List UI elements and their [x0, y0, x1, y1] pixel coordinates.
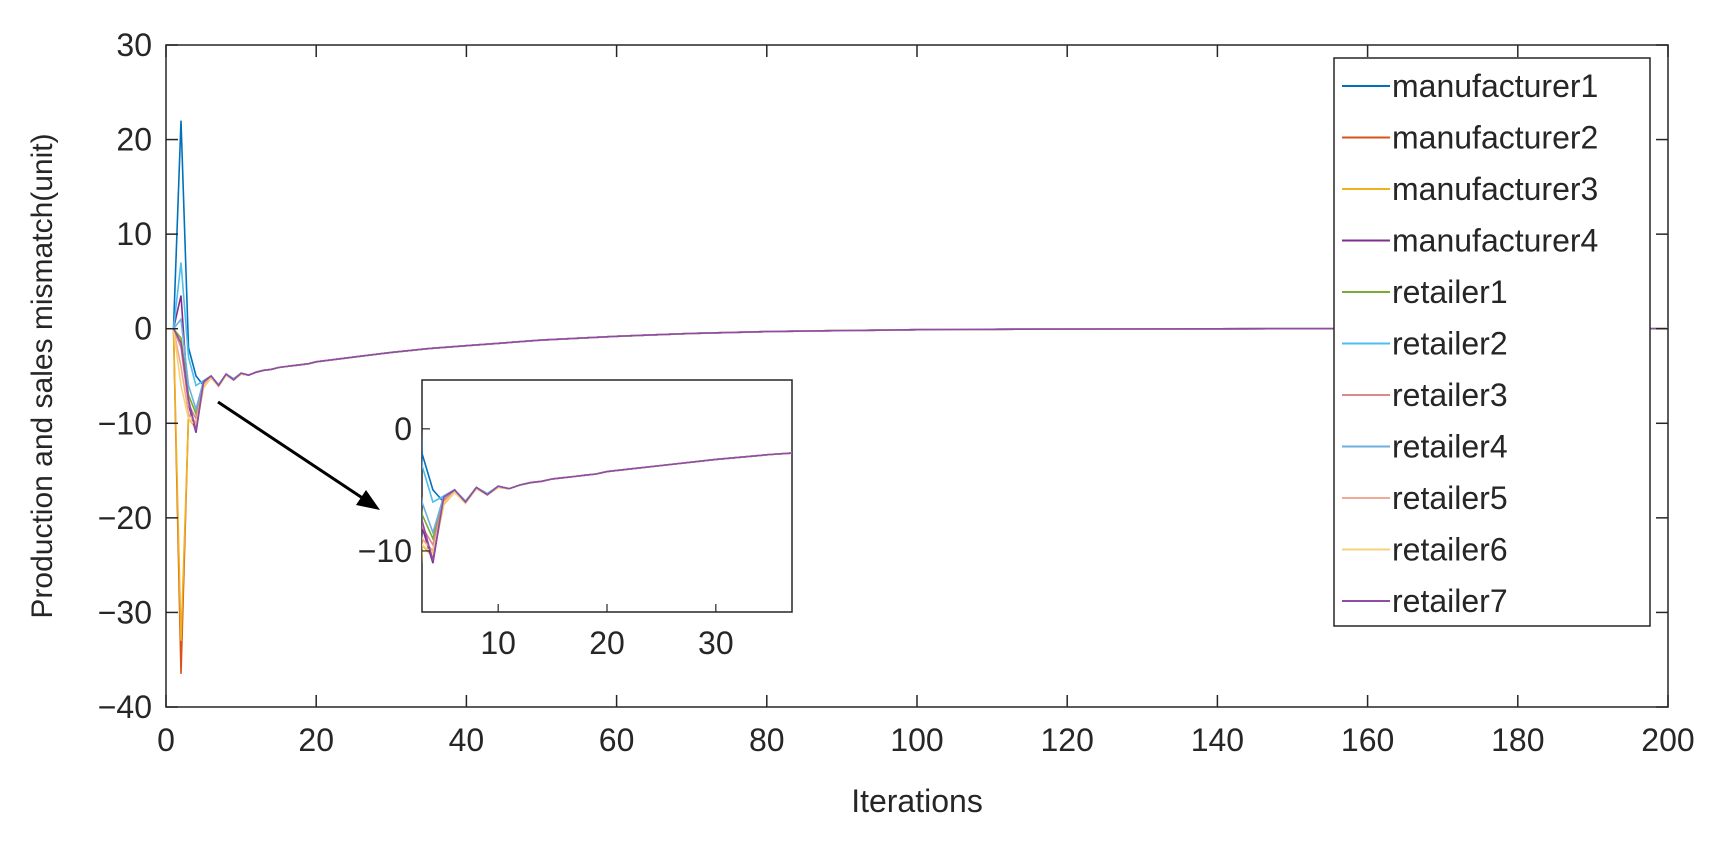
x-tick-label: 20 — [298, 722, 334, 758]
y-tick-label: 30 — [116, 27, 152, 63]
legend-box — [1333, 57, 1651, 627]
x-axis-label: Iterations — [851, 783, 983, 819]
legend-label: manufacturer3 — [1392, 171, 1598, 207]
legend-label: retailer5 — [1392, 480, 1508, 516]
legend-label: retailer7 — [1392, 583, 1508, 619]
legend-item-retailer4: retailer4 — [1342, 429, 1508, 465]
y-tick-label: −20 — [98, 500, 152, 536]
x-tick-label: 40 — [449, 722, 485, 758]
inset-x-axis-ticks: 10 20 30 — [480, 604, 734, 661]
legend-label: retailer4 — [1392, 429, 1508, 465]
y-tick-label: −10 — [98, 405, 152, 441]
inset-y-tick-label: 0 — [394, 411, 412, 447]
legend-label: retailer3 — [1392, 377, 1508, 413]
zoom-arrow — [217, 400, 380, 510]
y-tick-label: −40 — [98, 689, 152, 725]
legend-label: retailer6 — [1392, 532, 1508, 568]
legend-label: manufacturer4 — [1392, 223, 1598, 259]
inset-plot-frame — [421, 379, 793, 613]
series-line-retailer7 — [172, 327, 1668, 432]
inset-x-tick-label: 10 — [480, 625, 516, 661]
y-tick-label: 20 — [116, 122, 152, 158]
y-axis-label: Production and sales mismatch(unit) — [26, 133, 59, 618]
x-tick-label: 160 — [1341, 722, 1394, 758]
legend-item-retailer7: retailer7 — [1342, 583, 1508, 619]
legend: manufacturer1 manufacturer2 manufacturer3 m… — [1333, 57, 1651, 627]
inset-x-tick-label: 30 — [698, 625, 734, 661]
main-series-group — [172, 120, 1668, 674]
y-tick-label: −30 — [98, 594, 152, 630]
legend-item-manufacturer1: manufacturer1 — [1342, 68, 1598, 104]
y-axis-ticks: −40 −30 −20 −10 0 10 20 30 — [98, 27, 1668, 725]
legend-label: retailer1 — [1392, 274, 1508, 310]
y-tick-label: 0 — [134, 311, 152, 347]
inset-series-line-retailer7 — [422, 452, 792, 561]
legend-item-retailer5: retailer5 — [1342, 480, 1508, 516]
x-tick-label: 100 — [890, 722, 943, 758]
x-axis-ticks: 0 20 40 60 80 100 120 140 160 180 200 — [157, 45, 1695, 758]
inset-y-tick-label: −10 — [358, 533, 412, 569]
legend-label: retailer2 — [1392, 326, 1508, 362]
legend-item-manufacturer4: manufacturer4 — [1342, 223, 1598, 259]
legend-item-retailer6: retailer6 — [1342, 532, 1508, 568]
x-tick-label: 60 — [599, 722, 635, 758]
x-tick-label: 0 — [157, 722, 175, 758]
legend-label: manufacturer2 — [1392, 120, 1598, 156]
inset-y-axis-ticks: −10 0 — [358, 411, 430, 569]
x-tick-label: 200 — [1641, 722, 1694, 758]
y-tick-label: 10 — [116, 216, 152, 252]
legend-item-retailer2: retailer2 — [1342, 326, 1508, 362]
legend-item-manufacturer2: manufacturer2 — [1342, 120, 1598, 156]
x-tick-label: 180 — [1491, 722, 1544, 758]
inset-series-group — [422, 431, 792, 566]
x-tick-label: 80 — [749, 722, 785, 758]
inset-zoom-plot: 10 20 30 −10 0 — [358, 379, 793, 661]
inset-x-tick-label: 20 — [589, 625, 625, 661]
legend-item-manufacturer3: manufacturer3 — [1342, 171, 1598, 207]
legend-label: manufacturer1 — [1392, 68, 1598, 104]
x-tick-label: 140 — [1191, 722, 1244, 758]
legend-item-retailer1: retailer1 — [1342, 274, 1508, 310]
legend-item-retailer3: retailer3 — [1342, 377, 1508, 413]
x-tick-label: 120 — [1041, 722, 1094, 758]
